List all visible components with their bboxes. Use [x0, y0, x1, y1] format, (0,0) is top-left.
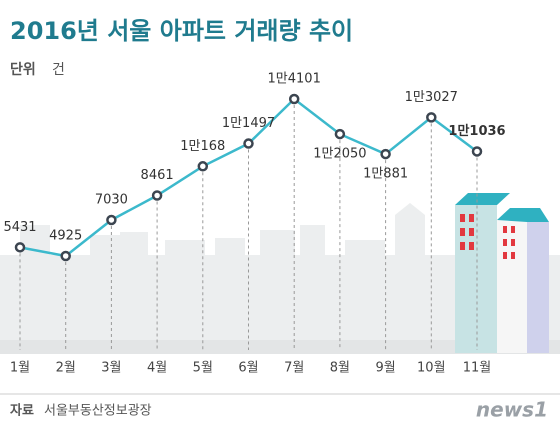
highlight-buildings: [455, 193, 549, 353]
data-point: [334, 128, 346, 140]
data-label: 1만3027: [405, 90, 458, 105]
data-label: 1만168: [180, 139, 225, 154]
data-point: [14, 242, 26, 253]
ground: [0, 340, 560, 354]
source: 서울부동산정보광장: [44, 404, 152, 419]
data-point: [151, 190, 163, 201]
x-tick-label: 3월: [101, 361, 121, 376]
data-label: 1만1497: [222, 116, 275, 131]
data-point: [380, 148, 391, 160]
brand-logo: news1: [476, 398, 548, 422]
data-point: [60, 250, 71, 262]
x-tick-label: 10월: [417, 361, 446, 376]
data-point: [106, 214, 117, 226]
x-tick-label: 8월: [330, 361, 350, 376]
data-point: [288, 93, 300, 105]
x-tick-label: 7월: [284, 361, 304, 376]
data-label: 8461: [141, 168, 174, 183]
data-point: [471, 146, 483, 157]
source-label: 자료: [10, 404, 34, 419]
x-tick-label: 6월: [238, 361, 258, 376]
unit-label: 단위: [10, 61, 36, 78]
data-label: 4925: [49, 229, 82, 244]
data-label: 1만1036: [448, 123, 505, 139]
data-label: 7030: [95, 192, 128, 207]
data-point: [243, 138, 254, 149]
x-tick-label: 1월: [10, 361, 30, 376]
chart-title: 2016년 서울 아파트 거래량 추이: [10, 17, 353, 45]
data-point: [426, 112, 437, 123]
data-point: [197, 161, 209, 172]
x-tick-label: 9월: [375, 361, 395, 376]
data-label: 5431: [3, 220, 36, 235]
data-label: 1만2050: [313, 147, 366, 162]
data-label: 1만4101: [268, 72, 321, 87]
unit: 건: [52, 62, 65, 78]
x-tick-label: 11월: [463, 361, 492, 376]
x-tick-label: 5월: [193, 361, 213, 376]
data-label: 1만881: [363, 167, 408, 182]
x-tick-label: 4월: [147, 361, 167, 376]
x-tick-label: 2월: [56, 361, 76, 376]
